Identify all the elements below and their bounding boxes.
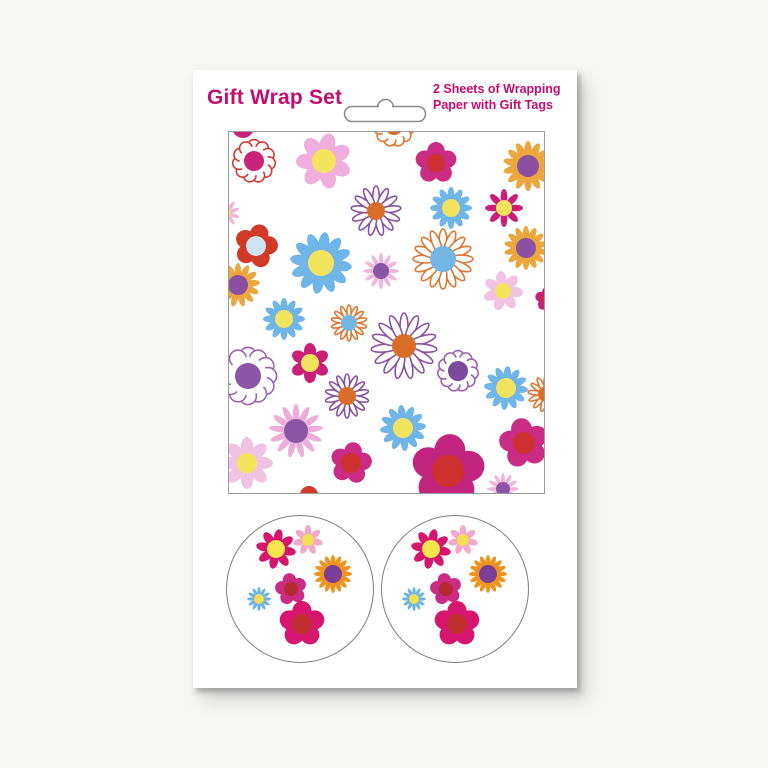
flower-scallop-icon [231, 138, 277, 183]
flower-daisy-icon [314, 555, 352, 593]
flower-daisy-icon [484, 366, 528, 410]
flower-daisy-icon [363, 253, 399, 289]
flower-daisy-icon [411, 529, 451, 569]
flower-odaisy-icon [412, 228, 474, 290]
flower-odaisy-icon [350, 185, 402, 237]
flower-odaisy-icon [324, 373, 370, 419]
flower-five-icon [499, 418, 544, 467]
flower-five-icon [430, 573, 461, 605]
flower-daisy-icon [263, 298, 305, 340]
product-subtitle: 2 Sheets of Wrapping Paper with Gift Tag… [433, 81, 573, 113]
flower-daisy-icon [290, 232, 352, 294]
flower-five-icon [412, 434, 485, 493]
flower-daisy-icon [485, 189, 523, 227]
gift-tag-left [226, 515, 374, 663]
subtitle-line-1: 2 Sheets of Wrapping [433, 82, 561, 96]
flower-daisy-icon [229, 437, 273, 489]
flower-daisy-icon [448, 525, 478, 554]
flower-daisy-icon [484, 271, 523, 311]
subtitle-line-2: Paper with Gift Tags [433, 98, 553, 112]
product-title: Gift Wrap Set [207, 86, 343, 109]
flower-scallop-icon [229, 346, 278, 406]
flower-daisy-icon [269, 404, 323, 458]
wrapping-paper-sheet [228, 131, 545, 494]
flower-dot-icon [233, 132, 253, 138]
flower-five-icon [279, 601, 325, 645]
flower-daisy-icon [503, 141, 544, 191]
flower-daisy-icon [296, 133, 350, 189]
flower-daisy-icon [256, 529, 296, 569]
flower-five-icon [415, 142, 457, 182]
flower-daisy-icon [402, 587, 426, 611]
flower-daisy-icon [293, 525, 323, 554]
flower-odaisy-icon [527, 377, 544, 413]
flower-daisy-icon [430, 187, 472, 229]
flower-five-icon [434, 601, 480, 645]
flower-daisy-icon [504, 226, 544, 270]
flower-five-icon [300, 486, 318, 493]
product-card: Gift Wrap Set 2 Sheets of Wrapping Paper… [193, 70, 577, 688]
flower-daisy-icon [229, 263, 260, 307]
flower-scallop-icon [374, 132, 414, 147]
flower-daisy-icon [247, 587, 271, 611]
flower-daisy-icon [292, 343, 328, 383]
flower-daisy-icon [487, 473, 519, 493]
hang-tab-euroslot-icon [343, 98, 427, 123]
flower-odaisy-icon [370, 312, 438, 380]
flower-daisy-icon [469, 555, 507, 593]
flower-five-icon [275, 573, 306, 605]
flower-five-icon [331, 442, 372, 483]
flower-daisy-icon [229, 201, 240, 225]
flower-five-icon [535, 288, 544, 310]
flower-daisy-icon [380, 405, 426, 451]
flower-scallop-icon [436, 349, 480, 392]
flower-five-icon [236, 224, 278, 268]
gift-tag-right [381, 515, 529, 663]
flower-odaisy-icon [330, 304, 368, 342]
